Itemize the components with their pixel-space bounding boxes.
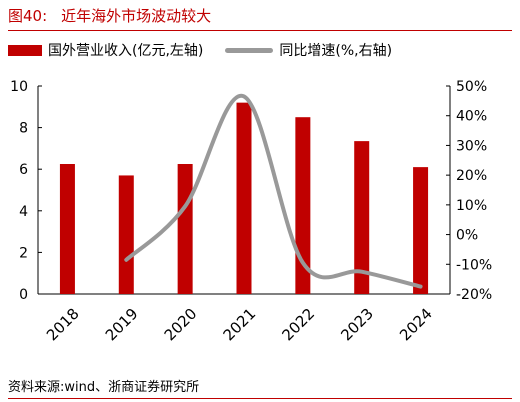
left-axis-tick-label: 2 — [19, 245, 28, 261]
figure-title: 图40: 近年海外市场波动较大 — [8, 4, 211, 28]
x-axis-tick-label: 2019 — [102, 305, 142, 345]
title-divider — [8, 30, 512, 31]
bar-2021 — [236, 102, 252, 294]
bar-2022 — [295, 117, 311, 294]
right-axis-tick-label: 50% — [456, 79, 487, 95]
left-axis-tick-label: 4 — [19, 204, 28, 220]
legend-bar-swatch — [8, 44, 42, 56]
left-axis-tick-label: 10 — [10, 79, 28, 95]
right-axis-tick-label: 20% — [456, 168, 487, 184]
x-axis-tick-label: 2022 — [278, 305, 318, 345]
right-axis-tick-label: 40% — [456, 109, 487, 125]
bar-2018 — [59, 164, 75, 294]
legend-bar-label: 国外营业收入(亿元,左轴) — [48, 43, 204, 59]
right-axis-tick-label: 10% — [456, 198, 487, 214]
figure-title-text: 近年海外市场波动较大 — [61, 7, 212, 25]
figure-number: 图40: — [8, 7, 48, 25]
source-note: 资料来源:wind、浙商证券研究所 — [8, 380, 200, 395]
legend-line-swatch — [225, 47, 274, 53]
left-axis-tick-label: 0 — [19, 287, 28, 303]
bar-2024 — [413, 167, 429, 294]
bar-2019 — [118, 175, 134, 294]
bar-2023 — [354, 141, 370, 294]
x-axis-tick-label: 2023 — [337, 305, 377, 345]
right-axis-tick-label: -20% — [456, 287, 492, 303]
x-axis-tick-label: 2020 — [161, 305, 201, 345]
growth-rate-line — [124, 93, 423, 289]
left-axis-tick-label: 8 — [19, 121, 28, 137]
x-axis-tick-label: 2024 — [396, 305, 436, 345]
right-axis-tick-label: -10% — [456, 257, 492, 273]
right-axis-tick-label: 30% — [456, 138, 487, 154]
x-axis-tick-label: 2018 — [43, 305, 83, 345]
bottom-divider — [8, 398, 512, 399]
bar-2020 — [177, 164, 193, 294]
legend-line-label: 同比增速(%,右轴) — [279, 43, 393, 59]
right-axis-tick-label: 0% — [456, 228, 478, 244]
x-axis-tick-label: 2021 — [220, 305, 260, 345]
left-axis-tick-label: 6 — [19, 162, 28, 178]
chart-legend: 国外营业收入(亿元,左轴) 同比增速(%,右轴) — [8, 40, 392, 60]
